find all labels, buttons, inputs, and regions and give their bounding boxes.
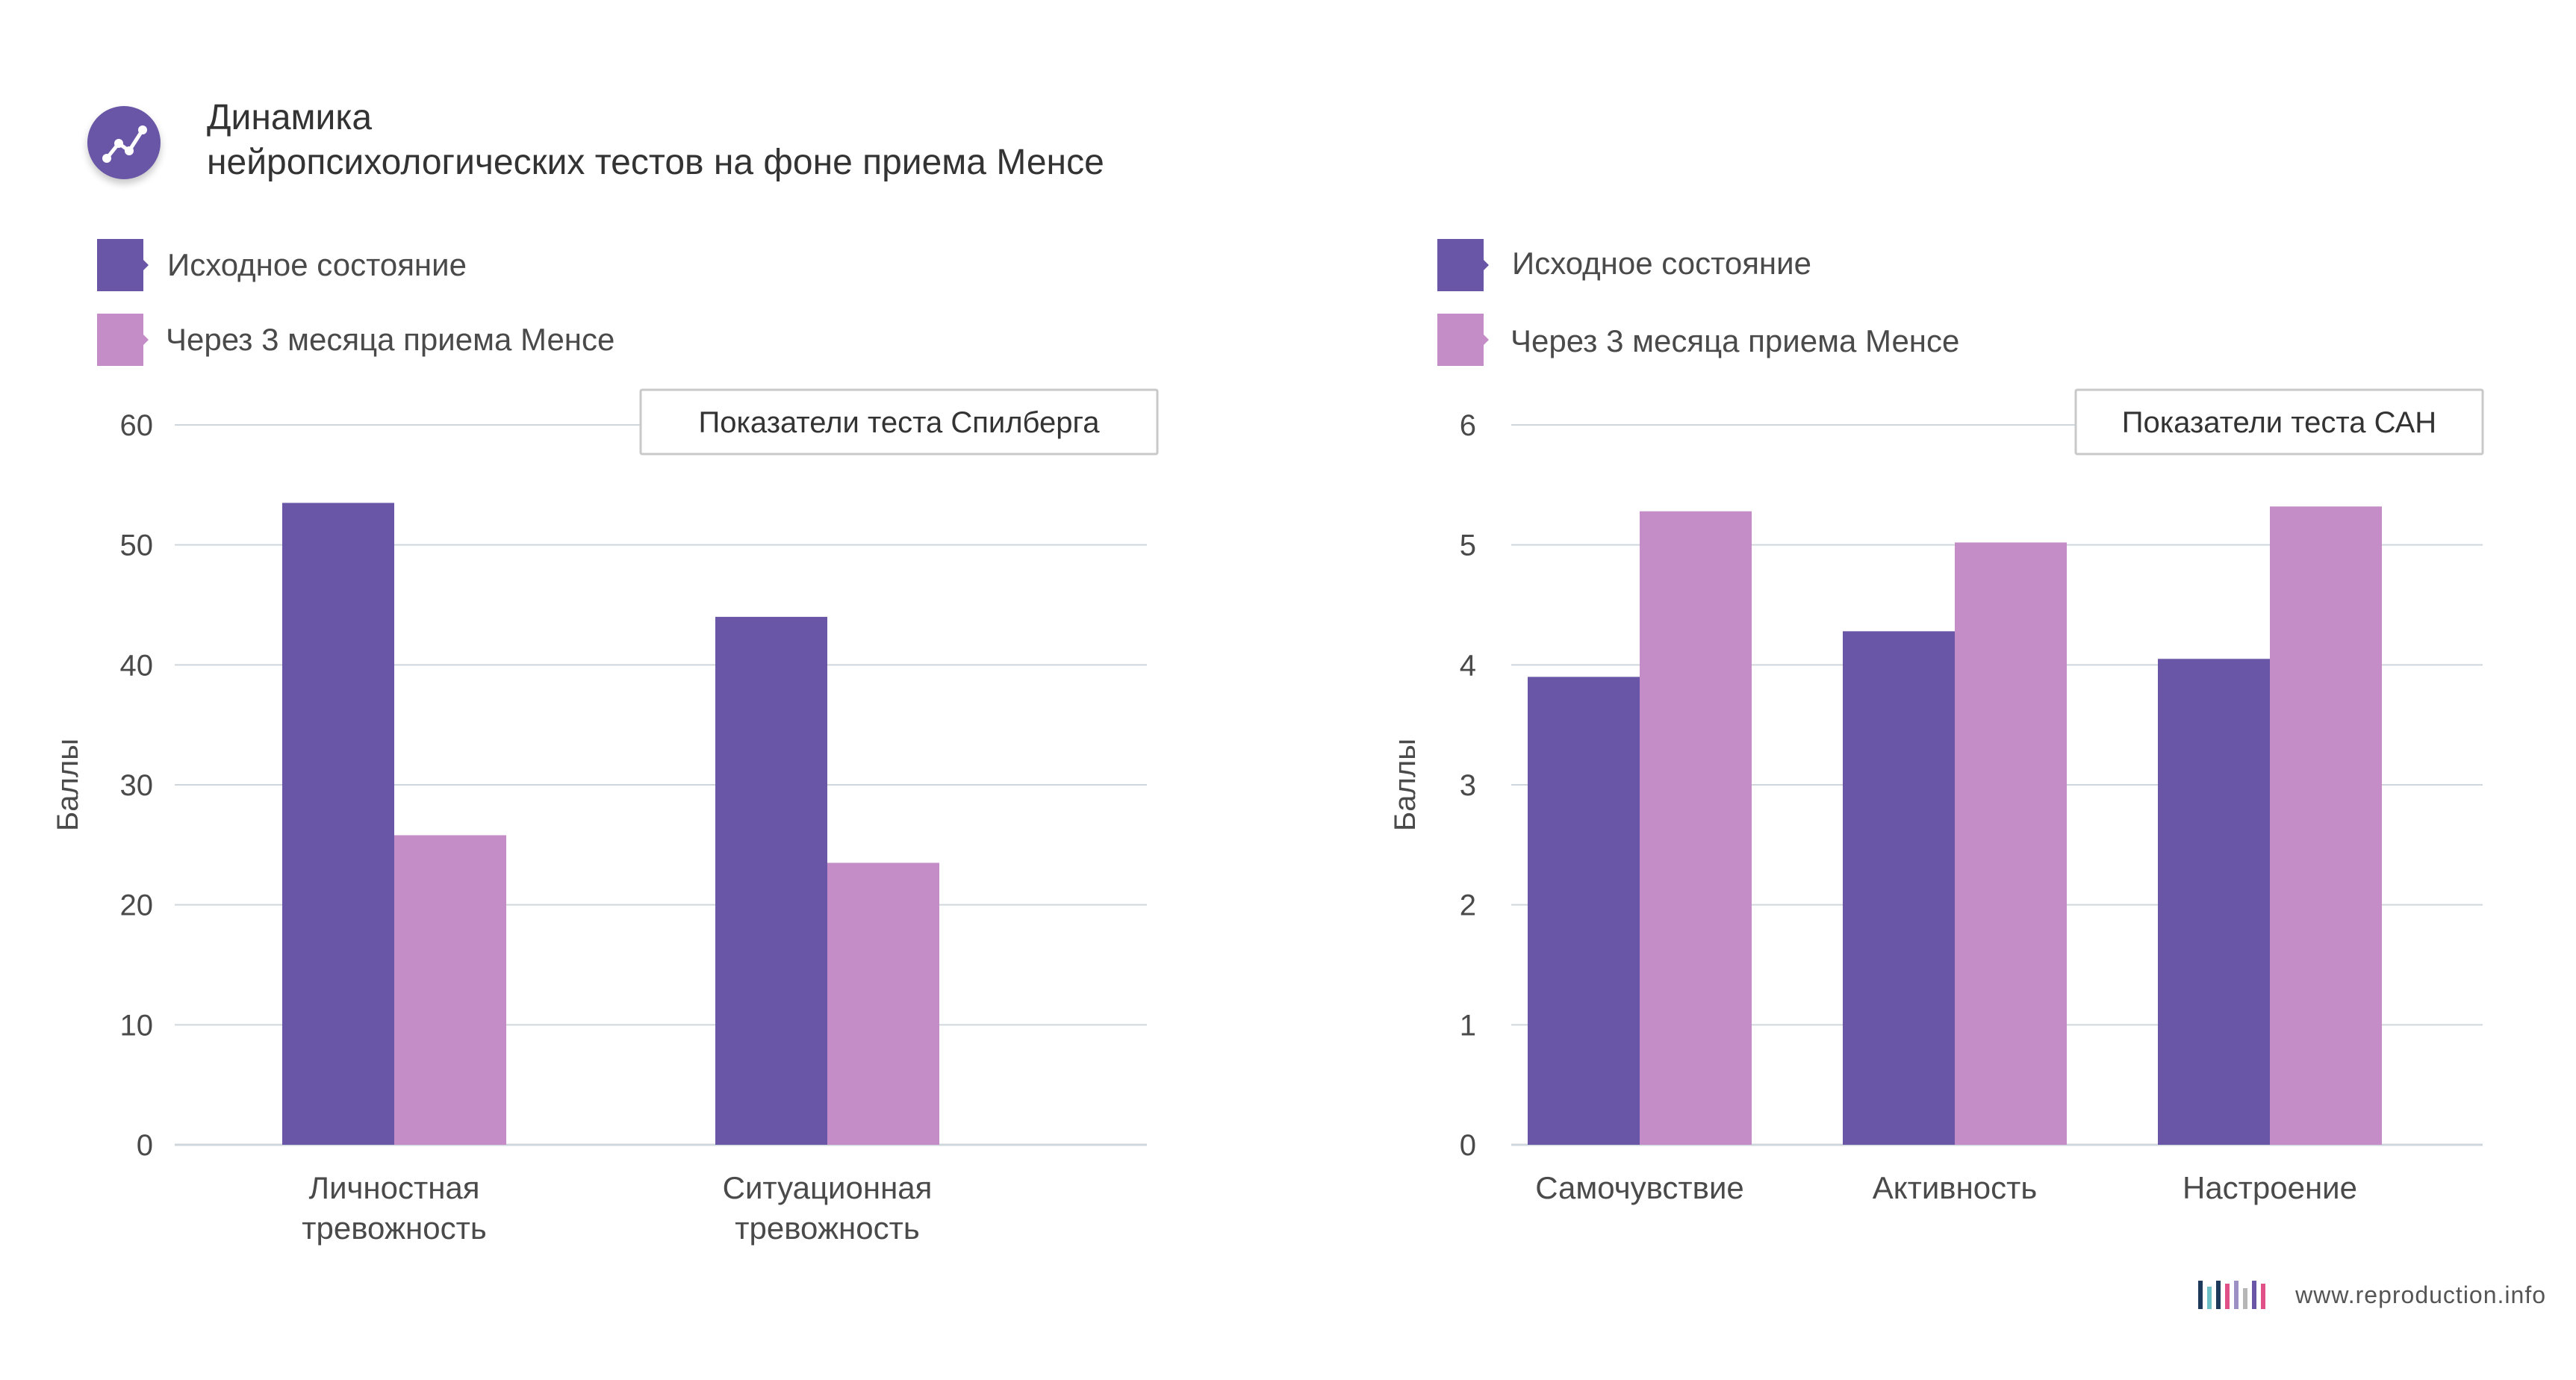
bar-baseline xyxy=(1843,631,1955,1145)
chart-title: Показатели теста САН xyxy=(2122,406,2436,439)
legend-swatch-baseline xyxy=(97,239,149,291)
bar-baseline xyxy=(715,617,827,1145)
y-tick-label: 30 xyxy=(120,769,154,802)
bar-baseline xyxy=(2158,659,2270,1145)
bar-after xyxy=(1640,511,1752,1145)
bar-after xyxy=(1955,542,2067,1145)
category-label: тревожность xyxy=(302,1210,486,1246)
brand-logo-bar xyxy=(2261,1284,2266,1309)
bar-baseline xyxy=(1528,677,1640,1145)
brand-logo-bar xyxy=(2207,1287,2212,1309)
y-tick-label: 20 xyxy=(120,889,154,922)
page-title-line-2: нейропсихологических тестов на фоне прие… xyxy=(207,143,1104,182)
trend-line-icon xyxy=(102,125,147,163)
y-tick-label: 5 xyxy=(1460,529,1476,562)
y-tick-label: 0 xyxy=(137,1129,153,1162)
bar-after xyxy=(827,862,939,1145)
legend-swatch-after xyxy=(97,314,149,366)
category-label: Личностная xyxy=(309,1170,480,1205)
y-tick-label: 50 xyxy=(120,529,154,562)
brand-url: www.reproduction.info xyxy=(2295,1281,2546,1308)
y-axis-title: Баллы xyxy=(52,739,84,831)
chart-title-box xyxy=(639,388,1159,456)
brand-logo-icon xyxy=(2198,1281,2270,1309)
y-tick-label: 3 xyxy=(1460,769,1476,802)
y-tick-label: 10 xyxy=(120,1009,154,1042)
y-tick-label: 4 xyxy=(1460,649,1476,682)
legend-san: Исходное состояние Через 3 месяца приема… xyxy=(1437,239,2184,388)
brand-logo-bar xyxy=(2234,1281,2239,1309)
y-tick-label: 40 xyxy=(120,649,154,682)
category-label: Активность xyxy=(1873,1170,2038,1205)
page-title-line-1: Динамика xyxy=(207,98,373,137)
category-label: Настроение xyxy=(2183,1170,2357,1205)
category-label: Ситуационная xyxy=(723,1170,933,1205)
legend-swatch-after xyxy=(1437,314,1489,366)
brand-logo-bar xyxy=(2252,1281,2257,1309)
y-tick-label: 60 xyxy=(120,409,154,442)
y-axis-title: Баллы xyxy=(1389,739,1422,831)
chart-title: Показатели теста Спилберга xyxy=(699,406,1101,439)
bar-after xyxy=(394,835,506,1145)
legend-label-after: Через 3 месяца приема Менсе xyxy=(166,322,615,357)
brand-logo-bar xyxy=(2243,1288,2248,1309)
page-title: Динамика нейропсихологических тестов на … xyxy=(207,96,1104,185)
category-label: тревожность xyxy=(735,1210,919,1246)
legend-swatch-baseline xyxy=(1437,239,1489,291)
brand-watermark: www.reproduction.info xyxy=(2198,1278,2546,1311)
y-tick-label: 6 xyxy=(1460,409,1476,442)
chart-title-box xyxy=(2074,388,2484,456)
legend-label-baseline: Исходное состояние xyxy=(1512,246,1811,281)
header-badge xyxy=(87,106,161,179)
legend-label-baseline: Исходное состояние xyxy=(167,247,467,282)
bar-baseline xyxy=(282,503,394,1145)
bar-after xyxy=(2270,506,2382,1145)
y-tick-label: 0 xyxy=(1460,1129,1476,1162)
y-tick-label: 2 xyxy=(1460,889,1476,922)
y-tick-label: 1 xyxy=(1460,1009,1476,1042)
brand-logo-bar xyxy=(2225,1284,2230,1309)
category-label: Самочувствие xyxy=(1535,1170,1744,1205)
brand-logo-bar xyxy=(2216,1281,2221,1309)
legend-spielberger: Исходное состояние Через 3 месяца приема… xyxy=(97,239,844,388)
brand-logo-bar xyxy=(2198,1281,2203,1309)
legend-label-after: Через 3 месяца приема Менсе xyxy=(1511,323,1960,358)
